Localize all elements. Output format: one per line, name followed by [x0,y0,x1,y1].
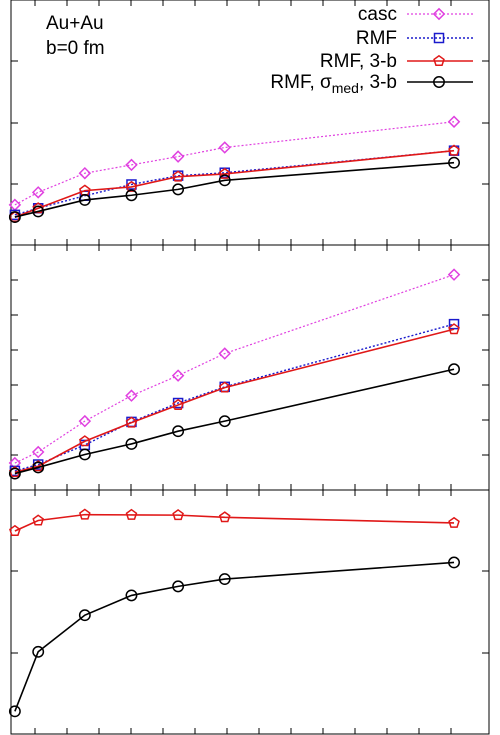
data-point [78,448,91,461]
data-point [448,363,460,376]
data-point [78,609,91,622]
series-casc [8,268,461,470]
panel-bottom-frame [10,489,490,735]
series-rmfsig [8,363,460,480]
data-point [448,556,460,569]
data-point [218,174,231,187]
data-point [8,467,21,480]
data-point [125,158,138,172]
legend-label: casc [358,4,397,25]
data-point [433,32,445,44]
series-line [14,161,455,218]
data-point [125,416,138,428]
series-line [14,149,455,216]
data-point [78,166,92,180]
panel-top-frame [10,0,490,246]
data-point [218,511,231,523]
data-point [218,167,231,179]
data-point [79,508,91,520]
data-point [218,415,231,428]
data-point [32,202,45,214]
series-line [14,513,455,532]
series-line [14,561,455,712]
data-point [32,461,45,474]
data-point [432,7,446,21]
data-point [448,156,460,169]
data-point [79,435,91,447]
panel-middle-frame [10,244,490,491]
annotation-system: Au+Au [46,13,104,34]
data-point [32,205,45,218]
series-line [14,149,455,218]
data-point [125,437,138,450]
series-line [14,274,455,464]
series-rmf3b [9,323,460,478]
data-point [172,183,185,196]
data-point [78,193,91,206]
data-point [433,54,445,66]
series-rmfsig [8,156,460,224]
axis-ticks [11,0,489,734]
data-point [125,180,138,192]
data-point [172,580,185,593]
data-point [8,705,21,718]
data-point [32,514,45,526]
data-point [447,115,461,129]
legend-item-rmfsig: RMF, σmed, 3-b [270,72,473,96]
data-point [172,509,184,521]
data-point [172,425,185,438]
series-rmf [9,318,460,477]
legend-item-rmf: RMF [356,28,473,49]
data-point [125,189,138,202]
data-point [448,144,460,156]
series-casc [8,115,461,212]
series-line [14,323,455,472]
data-point [447,268,461,281]
series-rmfsig [8,556,460,718]
data-point [172,170,184,182]
series-line [14,121,455,206]
legend-label: RMF, 3-b [320,51,397,72]
data-point [125,508,138,520]
data-point [171,369,185,382]
data-point [218,141,232,154]
data-point [9,524,21,536]
series-rmf3b [9,144,460,223]
data-point [78,414,92,428]
data-point [218,381,231,393]
data-point [31,445,45,459]
data-point [433,76,445,88]
legend-item-rmf3b: RMF, 3-b [320,51,473,72]
data-point [31,186,45,199]
data-point [125,389,138,402]
series-rmf3b [9,508,460,536]
data-point [218,573,231,586]
series-line [14,368,455,475]
data-point [125,589,138,602]
data-point [171,150,185,163]
series-layer [8,115,461,718]
annotation-impact: b=0 fm [46,38,105,59]
data-point [448,318,460,330]
data-point [172,398,184,410]
data-point [218,347,232,360]
series-line [14,328,455,473]
data-point [448,323,460,335]
data-point [32,645,45,658]
data-point [8,211,21,224]
legend-label: RMF, σmed, 3-b [270,72,397,96]
legend-label: RMF [356,28,397,49]
data-point [448,516,460,528]
legend-item-casc: casc [358,4,473,25]
